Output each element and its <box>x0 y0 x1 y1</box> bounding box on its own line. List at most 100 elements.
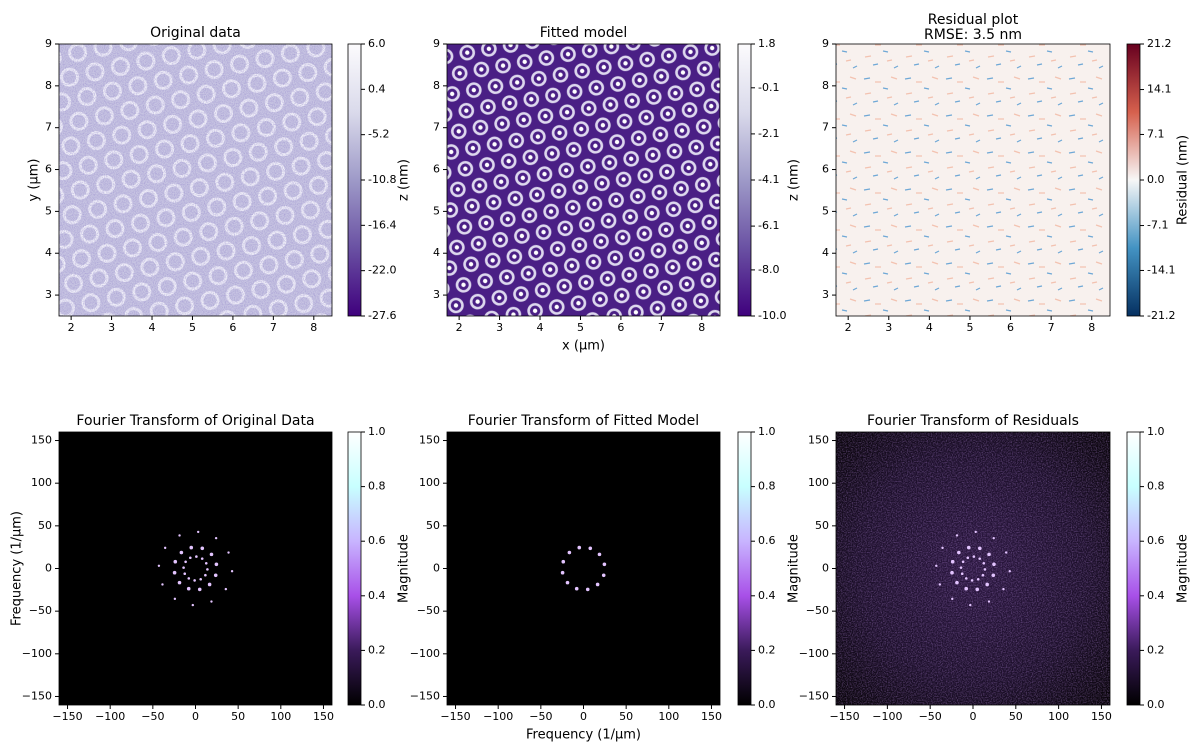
spectrum-peak <box>1002 587 1005 591</box>
colorbar-tick-label: 0.8 <box>758 480 776 493</box>
spectrum-peak <box>992 562 996 567</box>
spectrum-peak <box>189 545 194 550</box>
x-tick-label: −100 <box>872 710 902 723</box>
x-tick-label: 8 <box>1088 321 1095 334</box>
colorbar-tick-label: -10.8 <box>368 173 396 186</box>
colorbar-label: z (nm) <box>787 159 802 201</box>
colorbar <box>737 431 752 706</box>
x-tick-label: 0 <box>192 710 199 723</box>
spectrum-peak <box>602 562 607 567</box>
spectrum-peak <box>561 559 566 564</box>
colorbar-tick-label: 0.6 <box>368 534 386 547</box>
spectrum-peak <box>976 577 980 581</box>
spectrum-peak <box>957 550 961 555</box>
colorbar-label: z (nm) <box>397 159 412 201</box>
x-tick-label: 100 <box>270 710 291 723</box>
y-tick-label: 4 <box>822 246 829 259</box>
x-tick-label: 4 <box>537 321 544 334</box>
spectrum-peak <box>955 580 959 585</box>
y-tick-label: 7 <box>45 121 52 134</box>
spectrum-peak <box>966 556 970 560</box>
spectrum-peak <box>183 572 187 575</box>
y-tick-label: 150 <box>419 434 440 447</box>
spectrum-peak <box>969 603 972 607</box>
y-tick-label: −50 <box>806 604 829 617</box>
spectrum-peak <box>987 600 991 603</box>
x-tick-label: 2 <box>456 321 463 334</box>
colorbar-tick-label: 0.0 <box>758 698 776 711</box>
colorbar-tick-label: 0.4 <box>758 589 776 602</box>
y-tick-label: 3 <box>822 288 829 301</box>
colorbar <box>737 43 752 317</box>
axes-frame <box>446 43 721 317</box>
y-axis-label: y (µm) <box>27 159 42 202</box>
colorbar-tick-label: -2.1 <box>758 127 779 140</box>
spectrum-peak <box>975 587 980 592</box>
spectrum-peak <box>972 555 976 558</box>
x-tick-label: 6 <box>617 321 624 334</box>
y-tick-label: 0 <box>822 562 829 575</box>
y-tick-label: 5 <box>433 204 440 217</box>
x-tick-label: 5 <box>189 321 196 334</box>
colorbar-tick-label: -7.1 <box>1147 219 1168 232</box>
axes-frame <box>835 43 1111 317</box>
colorbar-tick-label: 0.6 <box>1147 534 1165 547</box>
heatmap-image <box>836 44 1110 316</box>
x-tick-label: 0 <box>970 710 977 723</box>
x-tick-label: 3 <box>885 321 892 334</box>
colorbar-tick-label: -21.2 <box>1147 309 1175 322</box>
x-tick-label: −100 <box>483 710 513 723</box>
spectrum-image <box>59 432 332 705</box>
spectrum-peak <box>179 550 184 555</box>
spectrum-peak <box>935 564 938 568</box>
x-tick-label: −150 <box>829 710 859 723</box>
y-tick-label: 0 <box>45 562 52 575</box>
y-tick-label: 4 <box>433 246 440 259</box>
axes-frame <box>58 43 333 317</box>
x-tick-label: 8 <box>698 321 705 334</box>
spectrum-peak <box>1004 551 1008 554</box>
colorbar-tick-label: 0.4 <box>1147 589 1165 602</box>
y-tick-label: 50 <box>815 519 829 532</box>
x-tick-label: 100 <box>658 710 679 723</box>
y-tick-label: 0 <box>433 562 440 575</box>
y-tick-label: 7 <box>433 121 440 134</box>
spectrum-peak <box>184 560 187 564</box>
colorbar <box>1126 43 1141 317</box>
x-tick-label: 50 <box>231 710 245 723</box>
spectrum-peak <box>214 536 218 540</box>
spectrum-peak <box>964 577 968 580</box>
y-tick-label: 9 <box>45 37 52 50</box>
spectrum-peak <box>950 570 954 575</box>
colorbar-tick-label: 0.4 <box>368 82 386 95</box>
spectrum-peak <box>207 582 212 587</box>
x-tick-label: 50 <box>619 710 633 723</box>
colorbar-tick-label: -22.0 <box>368 264 396 277</box>
spectrum-peak <box>938 583 942 586</box>
spectrum-peak <box>200 557 204 560</box>
spectrum-peak <box>227 551 230 554</box>
colorbar-tick-label: -8.0 <box>758 263 779 276</box>
spectrum-peak <box>182 566 185 569</box>
colorbar-label: Residual (nm) <box>1176 135 1191 225</box>
x-axis-label: Frequency (1/µm) <box>526 728 641 742</box>
x-tick-label: 8 <box>310 321 317 334</box>
spectrum-peak <box>173 559 178 564</box>
spectrum-peak <box>959 566 963 569</box>
spectrum-peak <box>214 562 219 567</box>
spectrum-peak <box>951 597 954 601</box>
y-tick-label: 8 <box>433 79 440 92</box>
colorbar-tick-label: 0.2 <box>1147 643 1165 656</box>
spectrum-peak <box>204 573 207 577</box>
spectrum-peak <box>974 530 977 534</box>
heatmap-image <box>447 44 720 316</box>
spectrum-peak <box>230 569 234 573</box>
y-tick-label: 9 <box>822 37 829 50</box>
chart-title: Fourier Transform of Fitted Model <box>468 413 699 429</box>
x-tick-label: 2 <box>68 321 75 334</box>
chart-title: Fourier Transform of Residuals <box>867 413 1079 429</box>
x-tick-label: 150 <box>313 710 334 723</box>
y-tick-label: 4 <box>45 246 52 259</box>
spectrum-peak <box>595 582 600 587</box>
y-tick-label: −100 <box>22 647 52 660</box>
